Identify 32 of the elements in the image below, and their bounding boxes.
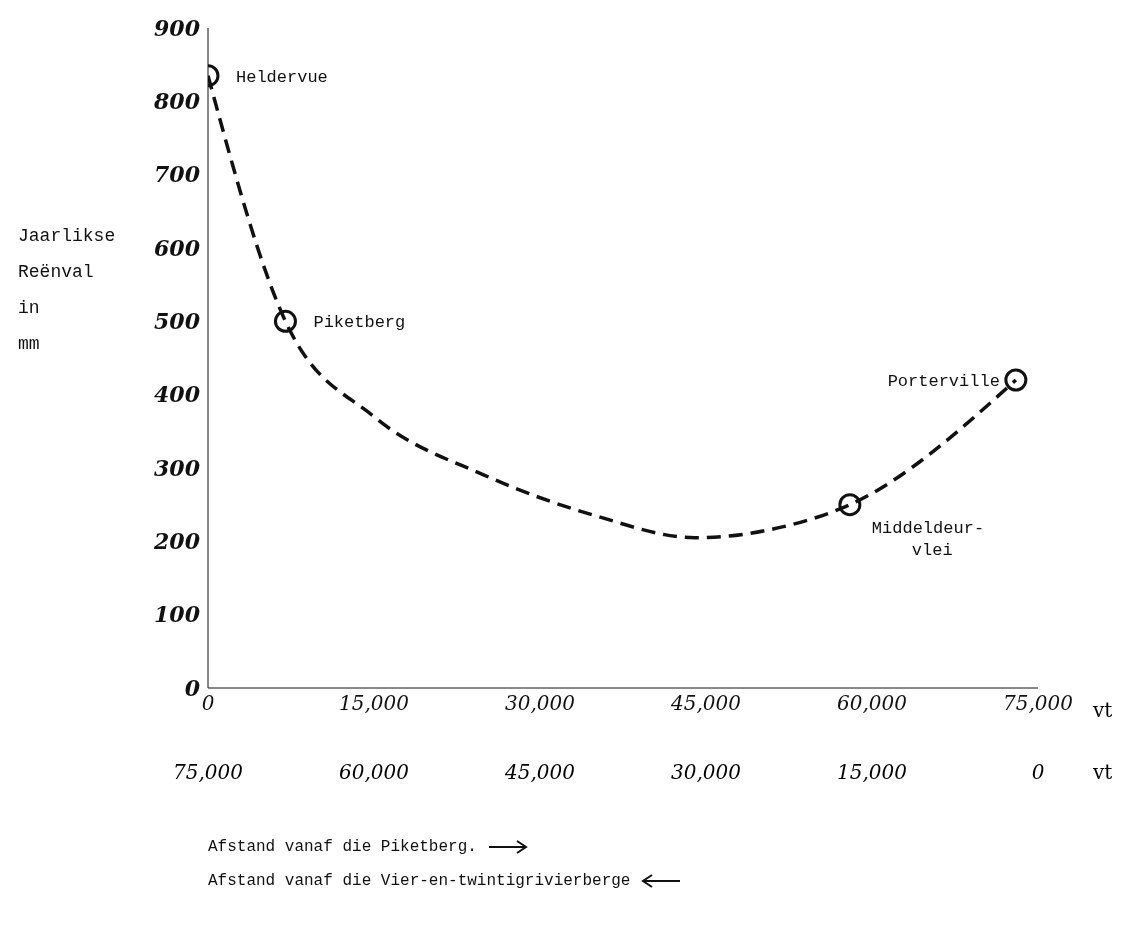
point [1004,368,1028,392]
y-tick-label: 100 [154,601,201,628]
annotation: Piketberg [313,313,406,333]
point [838,493,862,517]
x2-tick-label: 0 [1031,760,1045,784]
y-tick-label: 600 [154,234,201,261]
y-tick-label: 300 [154,454,201,481]
x-tick-label: 30,000 [505,691,576,716]
x-tick-label: 15,000 [339,691,410,716]
y-tick-label: 900 [154,14,201,41]
y-tick-label: 700 [154,161,201,188]
annotation: Middeldeur- vlei [871,518,985,560]
y-tick-label: 800 [153,88,201,115]
y-tick-label: 200 [153,528,201,555]
x-tick-label: 45,000 [670,691,742,716]
annotation: Heldervue [236,67,328,87]
annotation: Porterville [887,372,1000,391]
text: vt [1093,760,1113,784]
point [273,309,297,333]
x-tick-label: 60,000 [837,691,908,716]
x2-axis-title: Afstand vanaf die Vier-en-twintigrivierberge [208,872,632,890]
y-tick-label: 400 [154,381,201,408]
x2-tick-label: 45,000 [504,760,576,784]
x2-tick-label: 15,000 [836,760,908,784]
x2-tick-label: 30,000 [670,760,742,784]
y-axis-title: Jaarlikse Reënval in mm [18,225,116,356]
text: vt [1093,698,1113,722]
y-tick-label: 500 [154,308,201,335]
x-tick-label: 75,000 [1003,691,1074,716]
x2-tick-label: 60,000 [338,760,410,784]
x2-tick-label: 75,000 [172,760,244,784]
x-axis-title: Afstand vanaf die Piketberg. [208,838,478,858]
